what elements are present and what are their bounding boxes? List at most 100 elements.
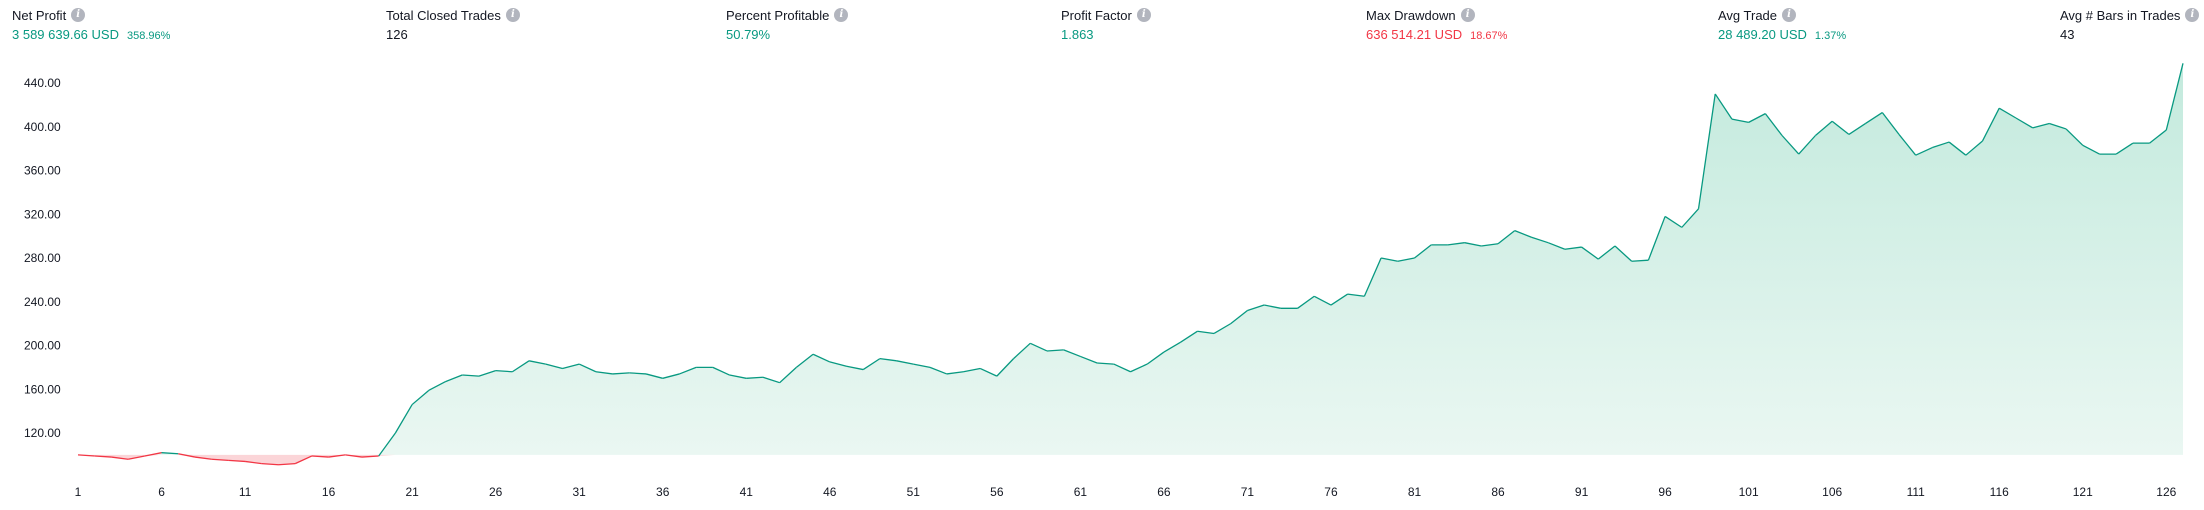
equity-segment: [1197, 330, 1215, 335]
y-tick-label: 400.00: [24, 120, 61, 134]
metric-label: Avg # Bars in Trades: [2060, 7, 2181, 23]
x-tick-label: 76: [1324, 485, 1338, 499]
metric-label: Profit Factor: [1061, 7, 1132, 23]
equity-segment: [712, 366, 730, 376]
equity-segment: [662, 373, 680, 379]
metric-title: Avg Trade i: [1718, 6, 1846, 24]
equity-segment: [1865, 111, 1883, 125]
equity-segment: [913, 363, 931, 369]
equity-segment: [679, 366, 697, 375]
equity-segment: [1781, 135, 1800, 155]
x-tick-label: 26: [489, 485, 503, 499]
metric-label: Avg Trade: [1718, 7, 1778, 23]
x-tick-label: 1: [75, 485, 82, 499]
equity-segment: [495, 370, 513, 373]
x-tick-label: 111: [1907, 485, 1926, 499]
x-tick-label: 81: [1408, 485, 1422, 499]
equity-segment: [2015, 117, 2033, 129]
equity-segment: [1497, 230, 1516, 245]
equity-segment: [578, 363, 597, 373]
equity-segment: [2115, 142, 2134, 155]
x-tick-label: 41: [740, 485, 754, 499]
x-tick-label: 16: [322, 485, 336, 499]
equity-segment: [929, 366, 947, 375]
equity-segment: [1013, 342, 1031, 360]
info-icon[interactable]: i: [71, 8, 86, 22]
equity-segment: [1647, 216, 1666, 261]
metric-title: Profit Factor i: [1061, 6, 1151, 24]
equity-segment: [779, 366, 797, 384]
x-axis: 1 6 11 16 21 26 31 36 41 46 51 56 61 66 71 76 81 86 91 96 10…: [75, 485, 2177, 499]
equity-chart: 120.00 160.00 200.00 240.00 280.00 320.00 360.…: [24, 63, 2184, 499]
metric-value-row: 28 489.20 USD 1.37%: [1718, 27, 1846, 45]
equity-segment: [1714, 93, 1733, 120]
metric-label: Total Closed Trades: [386, 7, 501, 23]
x-tick-label: 121: [2073, 485, 2093, 499]
metric-percent: 358.96%: [126, 30, 171, 42]
equity-segment: [1264, 304, 1281, 309]
info-icon[interactable]: i: [1460, 8, 1475, 22]
equity-segment: [144, 452, 162, 457]
metric-value: 636 514.21 USD: [1366, 27, 1463, 42]
equity-segment: [562, 363, 580, 370]
x-tick-label: 101: [1739, 485, 1759, 499]
info-icon[interactable]: i: [2185, 8, 2200, 22]
metrics-bar: Net Profit i 3 589 639.66 USD 358.96% Total …: [0, 0, 2204, 60]
equity-segment: [1163, 341, 1181, 353]
equity-segment: [1481, 243, 1499, 247]
equity-segment: [228, 459, 246, 463]
info-icon[interactable]: i: [505, 8, 520, 22]
x-tick-label: 51: [907, 485, 921, 499]
equity-segment: [1932, 141, 1950, 149]
x-tick-label: 66: [1157, 485, 1171, 499]
info-icon[interactable]: i: [1782, 8, 1797, 22]
metric-percent: 18.67%: [1470, 30, 1508, 42]
metric-value-row: 1.863: [1061, 27, 1151, 45]
equity-segment: [1113, 363, 1131, 373]
equity-segment: [812, 353, 831, 363]
equity-segment: [1948, 141, 1967, 156]
equity-segment: [1697, 93, 1716, 209]
x-tick-label: 6: [158, 485, 165, 499]
equity-segment: [1764, 113, 1783, 136]
equity-segment: [1848, 122, 1866, 135]
equity-segment: [846, 365, 864, 371]
metric-title: Max Drawdown i: [1366, 6, 1507, 24]
equity-segment: [1447, 242, 1465, 246]
equity-segment: [528, 360, 546, 365]
metric-label: Max Drawdown: [1366, 7, 1456, 23]
x-tick-label: 31: [573, 485, 587, 499]
equity-segment: [478, 370, 496, 377]
equity-segment: [278, 462, 296, 466]
equity-segment: [1748, 113, 1766, 123]
equity-segment: [1631, 259, 1649, 262]
metric-max-drawdown: Max Drawdown i 636 514.21 USD 18.67%: [1366, 6, 1507, 45]
info-icon[interactable]: i: [834, 8, 849, 22]
metric-avg-trade: Avg Trade i 28 489.20 USD 1.37%: [1718, 6, 1846, 45]
equity-segment: [1831, 120, 1850, 135]
x-tick-label: 71: [1241, 485, 1255, 499]
equity-segment: [1965, 140, 1983, 156]
profit-area: [78, 63, 2183, 455]
metric-label: Percent Profitable: [726, 7, 830, 23]
x-tick-label: 91: [1575, 485, 1589, 499]
equity-segment: [795, 353, 814, 368]
equity-segment: [1597, 245, 1616, 260]
equity-segment: [2065, 128, 2084, 146]
equity-segment: [1998, 107, 2017, 119]
equity-segment: [829, 361, 847, 367]
info-icon[interactable]: i: [1136, 8, 1151, 22]
equity-segment: [946, 371, 964, 375]
equity-segment: [378, 432, 396, 457]
equity-segment: [862, 358, 881, 371]
equity-segment: [428, 381, 446, 391]
equity-segment: [1063, 349, 1081, 358]
equity-segment: [1981, 107, 2000, 142]
equity-segment: [1247, 304, 1265, 312]
equity-segment: [1731, 118, 1749, 124]
x-tick-label: 86: [1491, 485, 1505, 499]
equity-segment: [1464, 242, 1482, 247]
equity-segment: [1097, 362, 1114, 365]
equity-segment: [361, 455, 379, 458]
equity-segment: [127, 455, 145, 460]
